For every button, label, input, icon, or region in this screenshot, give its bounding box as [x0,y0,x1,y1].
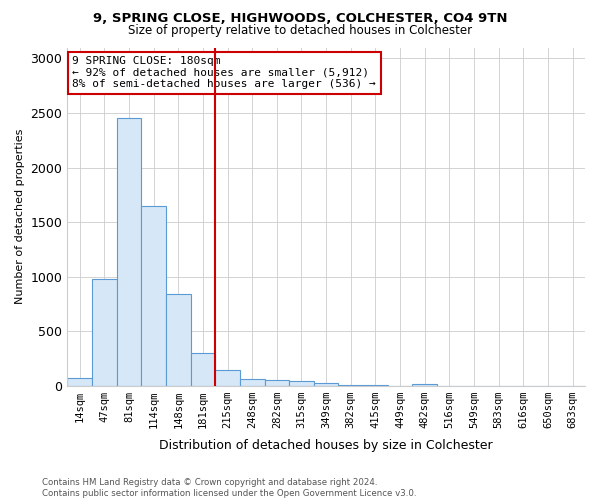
Text: Contains HM Land Registry data © Crown copyright and database right 2024.
Contai: Contains HM Land Registry data © Crown c… [42,478,416,498]
Bar [338,385,363,386]
Bar [191,354,215,386]
Bar [363,385,388,386]
Bar [215,370,240,386]
Bar [116,118,141,386]
Bar [265,380,289,386]
Text: 9 SPRING CLOSE: 180sqm
← 92% of detached houses are smaller (5,912)
8% of semi-d: 9 SPRING CLOSE: 180sqm ← 92% of detached… [73,56,376,89]
Bar [67,378,92,386]
Bar [141,206,166,386]
Bar [166,294,191,386]
Text: 9, SPRING CLOSE, HIGHWOODS, COLCHESTER, CO4 9TN: 9, SPRING CLOSE, HIGHWOODS, COLCHESTER, … [93,12,507,26]
Bar [314,383,338,386]
Text: Size of property relative to detached houses in Colchester: Size of property relative to detached ho… [128,24,472,37]
Bar [92,279,116,386]
Bar [289,380,314,386]
Y-axis label: Number of detached properties: Number of detached properties [15,129,25,304]
Bar [412,384,437,386]
Bar [240,379,265,386]
X-axis label: Distribution of detached houses by size in Colchester: Distribution of detached houses by size … [160,440,493,452]
